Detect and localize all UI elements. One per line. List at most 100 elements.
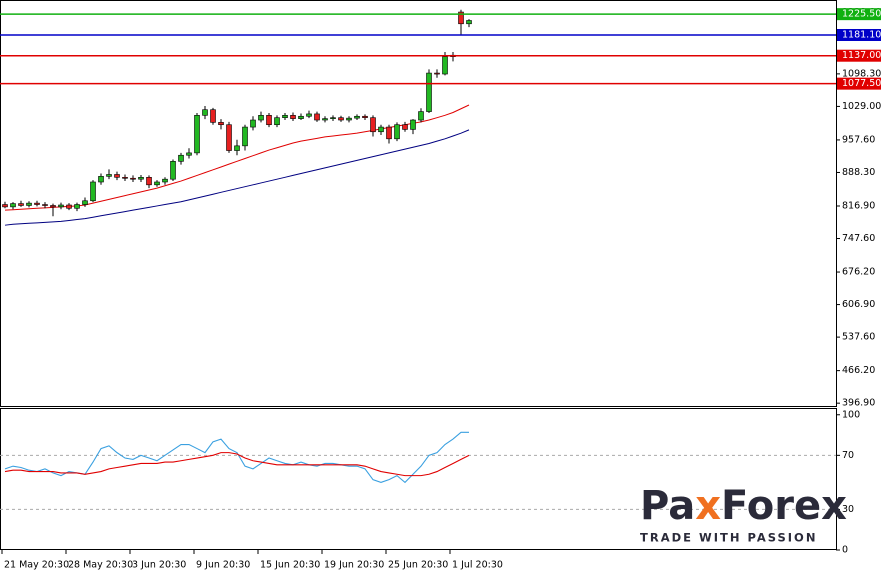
logo-part: Pa bbox=[640, 483, 695, 529]
level-label: 1077.50 bbox=[842, 78, 881, 89]
main-pane bbox=[0, 0, 837, 407]
candle-body bbox=[154, 181, 160, 186]
y-tick-label: 957.60 bbox=[842, 134, 875, 145]
x-tick-label: 25 Jun 20:30 bbox=[388, 560, 448, 571]
candle-body bbox=[394, 124, 400, 140]
candle-body bbox=[10, 203, 16, 208]
x-tick-label: 9 Jun 20:30 bbox=[196, 560, 250, 571]
candle-body bbox=[266, 115, 272, 126]
candle-body bbox=[34, 202, 40, 205]
candle-body bbox=[322, 118, 328, 121]
candle-body bbox=[250, 119, 256, 128]
candle-body bbox=[258, 115, 264, 121]
level-label-box bbox=[837, 8, 881, 21]
candle-body bbox=[354, 115, 360, 119]
candle-body bbox=[162, 178, 168, 183]
candle-body bbox=[338, 117, 344, 121]
y-tick-label: 888.30 bbox=[842, 167, 875, 178]
candle-body bbox=[122, 177, 128, 179]
candle-body bbox=[130, 177, 136, 180]
candle-body bbox=[426, 72, 432, 112]
candle-body bbox=[298, 115, 304, 119]
candle-body bbox=[50, 205, 56, 208]
candle-body bbox=[410, 119, 416, 130]
candle-body bbox=[66, 204, 72, 209]
x-tick-label: 15 Jun 20:30 bbox=[260, 560, 320, 571]
watermark: PaxForex TRADE WITH PASSION bbox=[640, 483, 847, 545]
y-tick-label: 70 bbox=[842, 450, 854, 461]
candle-body bbox=[402, 124, 408, 130]
x-tick-label: 3 Jun 20:30 bbox=[132, 560, 186, 571]
candle-body bbox=[378, 126, 384, 133]
level-label-box bbox=[837, 77, 881, 90]
y-tick-label: 816.90 bbox=[842, 200, 875, 211]
candle-body bbox=[146, 177, 152, 186]
candle-body bbox=[186, 152, 192, 156]
candle-body bbox=[418, 111, 424, 121]
y-tick-label: 1029.00 bbox=[842, 101, 881, 112]
candle-body bbox=[170, 161, 176, 180]
level-label: 1225.50 bbox=[842, 9, 881, 20]
indicator-pane bbox=[0, 408, 837, 550]
candle-body bbox=[42, 204, 48, 206]
y-tick-label: 537.60 bbox=[842, 332, 875, 343]
x-tick-label: 21 May 20:30 bbox=[4, 560, 69, 571]
logo-tagline: TRADE WITH PASSION bbox=[640, 531, 817, 545]
candle-body bbox=[306, 113, 312, 117]
logo-part: Forex bbox=[721, 483, 847, 529]
candle-body bbox=[2, 204, 8, 208]
indicator-line bbox=[4, 452, 470, 477]
candle-body bbox=[242, 126, 248, 147]
y-tick-label: 606.90 bbox=[842, 299, 875, 310]
candle-body bbox=[74, 204, 80, 209]
logo-part: x bbox=[695, 483, 721, 529]
candle-body bbox=[226, 124, 232, 151]
y-tick-label: 396.90 bbox=[842, 398, 875, 409]
candle-body bbox=[466, 20, 472, 25]
y-tick-label: 0 bbox=[842, 545, 848, 556]
candle-body bbox=[202, 109, 208, 116]
candle-body bbox=[442, 56, 448, 75]
candle-body bbox=[370, 117, 376, 133]
candle-body bbox=[362, 115, 368, 118]
candle-body bbox=[346, 117, 352, 121]
level-label: 1181.10 bbox=[842, 30, 881, 41]
y-tick-label: 747.60 bbox=[842, 233, 875, 244]
candle-body bbox=[290, 115, 296, 119]
level-label-box bbox=[837, 29, 881, 41]
candle-body bbox=[26, 202, 32, 206]
candle-body bbox=[386, 126, 392, 140]
candle-body bbox=[210, 109, 216, 123]
candle-body bbox=[274, 117, 280, 126]
moving-average bbox=[4, 129, 470, 226]
y-tick-label: 676.20 bbox=[842, 267, 875, 278]
candle-body bbox=[82, 200, 88, 205]
x-tick-label: 28 May 20:30 bbox=[68, 560, 133, 571]
candle-body bbox=[138, 177, 144, 180]
candle-body bbox=[330, 117, 336, 119]
candle-body bbox=[218, 122, 224, 126]
logo: PaxForex bbox=[640, 483, 847, 529]
x-tick-label: 1 Jul 20:30 bbox=[452, 560, 503, 571]
y-tick-label: 466.20 bbox=[842, 365, 875, 376]
level-label-box bbox=[837, 49, 881, 62]
y-tick-label: 100 bbox=[842, 409, 860, 420]
x-tick-label: 19 Jun 20:30 bbox=[324, 560, 384, 571]
candle-body bbox=[434, 72, 440, 75]
y-tick-label: 30 bbox=[842, 504, 854, 515]
level-label: 1137.00 bbox=[842, 50, 881, 61]
candle-body bbox=[18, 203, 24, 206]
candle-body bbox=[98, 176, 104, 183]
candle-body bbox=[178, 154, 184, 162]
y-tick-label: 1098.30 bbox=[842, 68, 881, 79]
candle-body bbox=[90, 181, 96, 202]
candle-body bbox=[314, 113, 320, 121]
candle-body bbox=[458, 11, 464, 25]
candle-body bbox=[194, 115, 200, 154]
candle-body bbox=[282, 115, 288, 118]
candle-body bbox=[58, 204, 64, 208]
candle-body bbox=[106, 174, 112, 177]
